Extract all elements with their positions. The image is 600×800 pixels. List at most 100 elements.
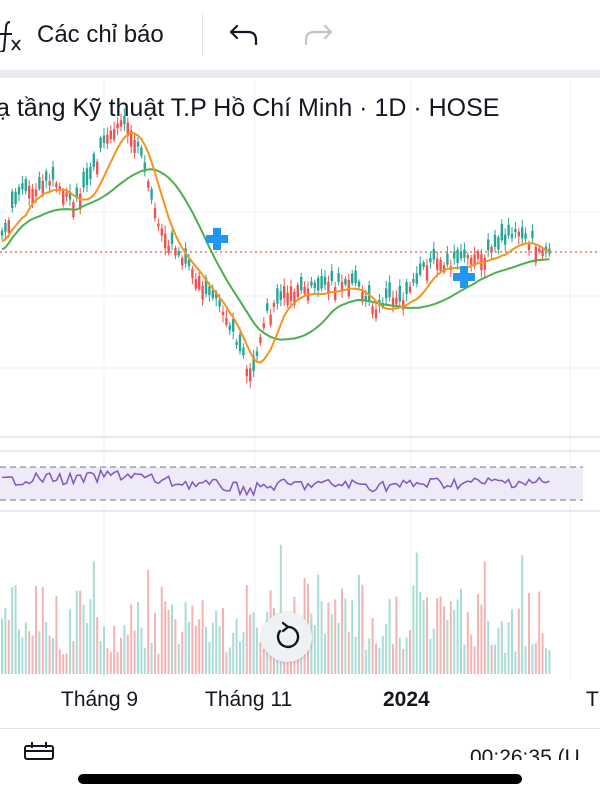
volume-bar <box>137 601 139 674</box>
redo-arrow-icon[interactable] <box>300 20 334 52</box>
candle-body <box>398 286 401 302</box>
candle-body <box>507 224 510 236</box>
volume-bar <box>150 643 153 674</box>
volume-bar <box>201 600 204 674</box>
candle-body <box>310 281 313 286</box>
x-axis-label: 2024 <box>383 688 430 711</box>
volume-bar <box>371 618 374 674</box>
candle-body <box>96 161 99 175</box>
candle-body <box>524 233 527 239</box>
volume-bar <box>113 625 116 674</box>
volume-bar <box>477 594 479 674</box>
candle-body <box>65 192 68 197</box>
volume-bar <box>480 604 483 674</box>
volume-bar <box>123 625 126 674</box>
volume-bar <box>4 607 7 674</box>
reset-chart-button[interactable] <box>262 612 312 662</box>
candle-body <box>500 224 503 241</box>
candle-body <box>364 295 367 301</box>
volume-bar <box>443 606 445 674</box>
price-chart[interactable] <box>0 78 600 680</box>
candle-body <box>371 306 374 315</box>
candle-body <box>337 272 340 282</box>
volume-bar <box>483 561 486 674</box>
candle-body <box>490 246 493 253</box>
undo-arrow-icon[interactable] <box>228 20 262 52</box>
volume-bar <box>239 641 241 674</box>
volume-bar <box>208 642 211 674</box>
candle-body <box>504 234 507 245</box>
candle-body <box>147 181 150 188</box>
indicators-button[interactable]: Các chỉ báo <box>37 21 164 48</box>
volume-bar <box>439 596 442 674</box>
candle-body <box>351 273 354 284</box>
candle-body <box>170 232 174 244</box>
clock-time[interactable]: 00:26:35 (U <box>470 746 580 760</box>
volume-bar <box>446 620 449 674</box>
volume-bar <box>184 602 187 674</box>
volume-bar <box>171 604 173 674</box>
volume-bar <box>211 622 214 674</box>
candle-body <box>89 166 92 179</box>
candle-body <box>330 270 333 281</box>
candle-body <box>126 122 129 136</box>
volume-bar <box>538 591 541 674</box>
candle-body <box>225 317 228 326</box>
volume-bar <box>7 619 10 674</box>
volume-bar <box>96 617 99 674</box>
candle-body <box>459 251 463 259</box>
candle-body <box>204 277 208 294</box>
grid-lines <box>0 80 600 680</box>
volume-bar <box>381 635 384 674</box>
volume-bar <box>48 635 51 674</box>
volume-bar <box>35 586 37 674</box>
volume-bar <box>191 605 194 674</box>
volume-bar <box>245 585 248 674</box>
candle-body <box>361 291 364 302</box>
volume-bar <box>460 588 462 674</box>
function-fx-icon[interactable] <box>0 18 24 52</box>
candle-body <box>283 286 286 299</box>
volume-bar <box>422 600 425 674</box>
candle-body <box>191 268 194 278</box>
candle-body <box>235 341 238 345</box>
volume-bar <box>164 601 167 674</box>
volume-bar <box>99 641 102 674</box>
volume-bars <box>1 544 551 674</box>
calendar-icon[interactable] <box>24 742 54 760</box>
candle-body <box>0 230 4 236</box>
candle-body <box>368 285 371 301</box>
volume-bar <box>143 647 146 674</box>
volume-bar <box>504 652 507 674</box>
candle-body <box>113 129 116 140</box>
candle-body <box>320 275 323 289</box>
candle-body <box>92 153 95 167</box>
candle-body <box>425 265 429 281</box>
volume-bar <box>497 628 500 674</box>
volume-bar <box>259 642 262 674</box>
volume-bar <box>205 626 207 674</box>
volume-bar <box>177 643 180 674</box>
moving-average-long <box>1 168 550 341</box>
candle-body <box>544 246 548 252</box>
volume-bar <box>167 609 170 674</box>
volume-bar <box>69 609 71 674</box>
volume-bar <box>218 626 221 674</box>
candle-body <box>58 186 61 190</box>
volume-bar <box>181 632 184 674</box>
candle-body <box>208 286 211 296</box>
candle-body <box>354 270 357 284</box>
volume-bar <box>130 604 133 674</box>
candle-body <box>276 288 279 304</box>
candle-body <box>313 282 316 289</box>
volume-bar <box>75 590 78 674</box>
volume-bar <box>18 629 20 674</box>
volume-bar <box>157 653 160 674</box>
x-axis-label: T <box>586 688 599 711</box>
candle-body <box>181 257 184 266</box>
volume-bar <box>147 569 150 674</box>
volume-bar <box>188 621 190 674</box>
volume-bar <box>514 651 517 674</box>
candle-body <box>262 323 265 328</box>
volume-bar <box>453 609 456 674</box>
